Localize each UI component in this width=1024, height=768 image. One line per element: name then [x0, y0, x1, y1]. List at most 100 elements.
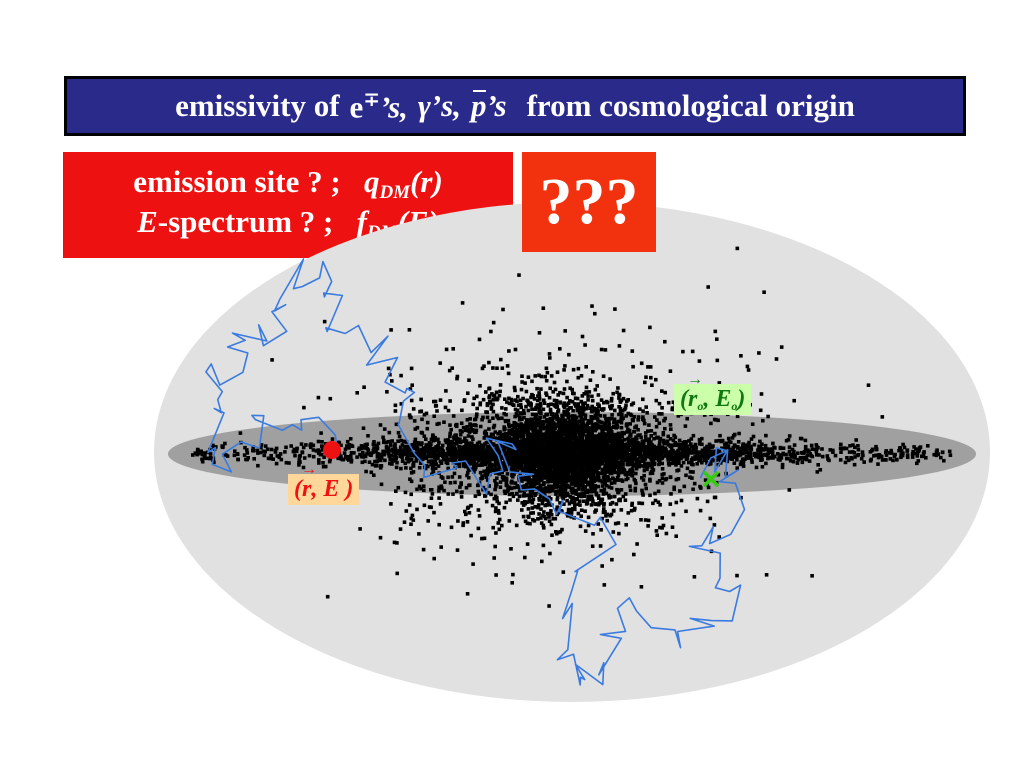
star-point: [541, 471, 545, 475]
star-point: [433, 435, 437, 440]
star-point: [553, 430, 557, 435]
star-point: [387, 454, 392, 458]
star-point: [617, 488, 622, 493]
star-point: [545, 437, 549, 441]
star-point: [581, 404, 586, 409]
star-point: [676, 477, 681, 481]
star-point: [490, 503, 495, 508]
star-point: [636, 415, 641, 419]
star-point: [526, 431, 531, 436]
star-point: [586, 474, 590, 478]
star-point: [635, 464, 639, 468]
star-point: [572, 471, 576, 476]
star-point: [570, 387, 574, 392]
star-point: [554, 402, 559, 407]
star-point: [482, 469, 486, 474]
star-point: [487, 462, 491, 466]
star-point: [520, 479, 524, 483]
star-point: [559, 421, 563, 425]
star-point: [599, 528, 603, 532]
star-point: [552, 426, 556, 431]
star-point: [495, 415, 500, 419]
star-point: [492, 556, 496, 560]
star-point: [603, 348, 608, 352]
star-point: [602, 400, 606, 405]
star-point: [412, 419, 417, 423]
star-point: [678, 489, 682, 493]
star-point: [522, 475, 526, 479]
star-point: [349, 454, 353, 458]
star-point: [645, 467, 649, 472]
star-point: [671, 438, 676, 443]
star-point: [376, 452, 381, 456]
star-point: [781, 446, 786, 450]
star-point: [460, 408, 464, 413]
star-point: [603, 482, 607, 486]
star-point: [481, 415, 485, 420]
star-point: [565, 421, 570, 426]
star-point: [622, 407, 627, 412]
star-point: [388, 372, 392, 377]
star-point: [492, 423, 497, 428]
star-point: [407, 503, 412, 507]
star-point: [429, 442, 433, 446]
star-point: [396, 430, 401, 435]
star-point: [490, 392, 494, 396]
star-point: [507, 436, 512, 440]
star-point: [687, 460, 691, 465]
star-point: [534, 437, 538, 442]
star-point: [660, 446, 664, 451]
star-point: [655, 533, 659, 537]
star-point: [646, 429, 650, 433]
star-point: [612, 418, 617, 423]
star-point: [529, 494, 534, 498]
star-point: [647, 439, 651, 443]
star-point: [568, 469, 573, 474]
star-point: [685, 466, 690, 471]
star-point: [434, 445, 438, 449]
star-point: [470, 443, 474, 448]
star-point: [484, 432, 489, 436]
star-point: [643, 518, 648, 522]
star-point: [720, 446, 724, 451]
star-point: [695, 462, 699, 466]
star-point: [607, 485, 612, 489]
star-point: [635, 459, 640, 463]
star-point: [503, 491, 507, 495]
star-point: [524, 421, 528, 425]
star-point: [369, 453, 373, 457]
star-point: [611, 467, 615, 472]
star-point: [598, 459, 602, 464]
star-point: [594, 493, 599, 497]
star-point: [758, 451, 763, 455]
star-point: [579, 472, 584, 477]
star-point: [596, 474, 600, 478]
star-point: [445, 447, 450, 451]
star-point: [569, 511, 574, 515]
star-point: [547, 484, 551, 488]
star-point: [608, 502, 613, 506]
star-point: [529, 439, 534, 444]
star-point: [596, 425, 600, 430]
star-point: [547, 472, 552, 477]
star-point: [455, 439, 459, 444]
star-point: [702, 413, 707, 417]
star-point: [473, 430, 477, 435]
star-point: [723, 446, 727, 450]
star-point: [708, 516, 713, 521]
star-point: [697, 359, 702, 363]
star-point: [520, 501, 524, 505]
star-point: [536, 517, 540, 521]
star-point: [670, 525, 675, 529]
star-point: [480, 474, 484, 478]
star-point: [484, 488, 489, 492]
star-point: [591, 370, 595, 374]
star-point: [612, 480, 617, 485]
star-point: [497, 431, 502, 436]
star-point: [533, 374, 537, 378]
star-point: [451, 492, 455, 496]
star-point: [560, 413, 564, 418]
star-point: [603, 477, 607, 482]
star-point: [647, 423, 651, 427]
star-point: [569, 482, 574, 486]
